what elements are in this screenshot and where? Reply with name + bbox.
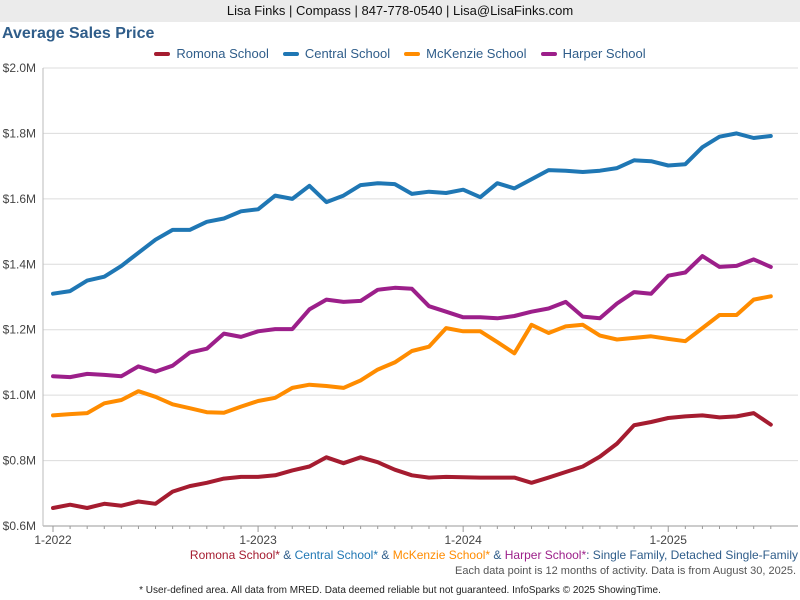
x-tick-label: 1-2023 xyxy=(239,533,277,547)
x-tick-label: 1-2022 xyxy=(34,533,72,547)
legend-swatch xyxy=(540,51,557,56)
series-line-harper-school xyxy=(51,254,773,380)
y-tick-label: $1.6M xyxy=(3,192,36,206)
y-tick-label: $1.0M xyxy=(3,388,36,402)
legend-label: Harper School xyxy=(562,46,646,61)
caption-part: McKenzie School* xyxy=(392,548,491,562)
legend-label: Romona School xyxy=(176,46,269,61)
caption-part: : Single Family, Detached Single-Family xyxy=(586,548,798,562)
x-tick-label: 1-2025 xyxy=(650,533,688,547)
series-line-romona-school xyxy=(51,411,773,510)
y-tick-label: $0.8M xyxy=(3,454,36,468)
chart-title: Average Sales Price xyxy=(2,25,155,42)
series-caption: Romona School* & Central School* & McKen… xyxy=(190,548,798,562)
legend-swatch xyxy=(282,51,299,56)
caption-part: & xyxy=(490,548,505,562)
legend-item: Romona School xyxy=(154,46,269,61)
line-chart: $0.6M $0.8M $1.0M $1.2M $1.4M $1.6M $1.8M $2.0M… xyxy=(3,61,798,547)
legend-label: Central School xyxy=(304,46,391,61)
caption-part: Harper School* xyxy=(504,548,587,562)
y-tick-label: $2.0M xyxy=(3,61,36,75)
caption-part: & xyxy=(378,548,393,562)
y-tick-label: $1.8M xyxy=(3,126,36,140)
footer-disclaimer: * User-defined area. All data from MRED.… xyxy=(139,585,661,596)
caption-part: & xyxy=(279,548,295,562)
y-tick-label: $0.6M xyxy=(3,519,36,533)
legend-item: Harper School xyxy=(540,46,646,61)
series-line-central-school xyxy=(51,131,773,296)
legend-item: Central School xyxy=(282,46,391,61)
y-tick-label: $1.4M xyxy=(3,257,36,271)
legend-swatch xyxy=(154,51,171,56)
caption-part: Romona School* xyxy=(189,548,280,562)
y-tick-label: $1.2M xyxy=(3,323,36,337)
series-line-mckenzie-school xyxy=(51,294,773,418)
caption-part: Central School* xyxy=(294,548,379,562)
legend-item: McKenzie School xyxy=(404,46,527,61)
legend-label: McKenzie School xyxy=(426,46,527,61)
legend-swatch xyxy=(404,51,421,56)
x-tick-label: 1-2024 xyxy=(444,533,482,547)
data-note: Each data point is 12 months of activity… xyxy=(455,565,796,577)
chart-legend: Romona School Central School McKenzie Scho… xyxy=(0,46,800,61)
agent-contact-bar: Lisa Finks | Compass | 847-778-0540 | Li… xyxy=(0,0,800,22)
